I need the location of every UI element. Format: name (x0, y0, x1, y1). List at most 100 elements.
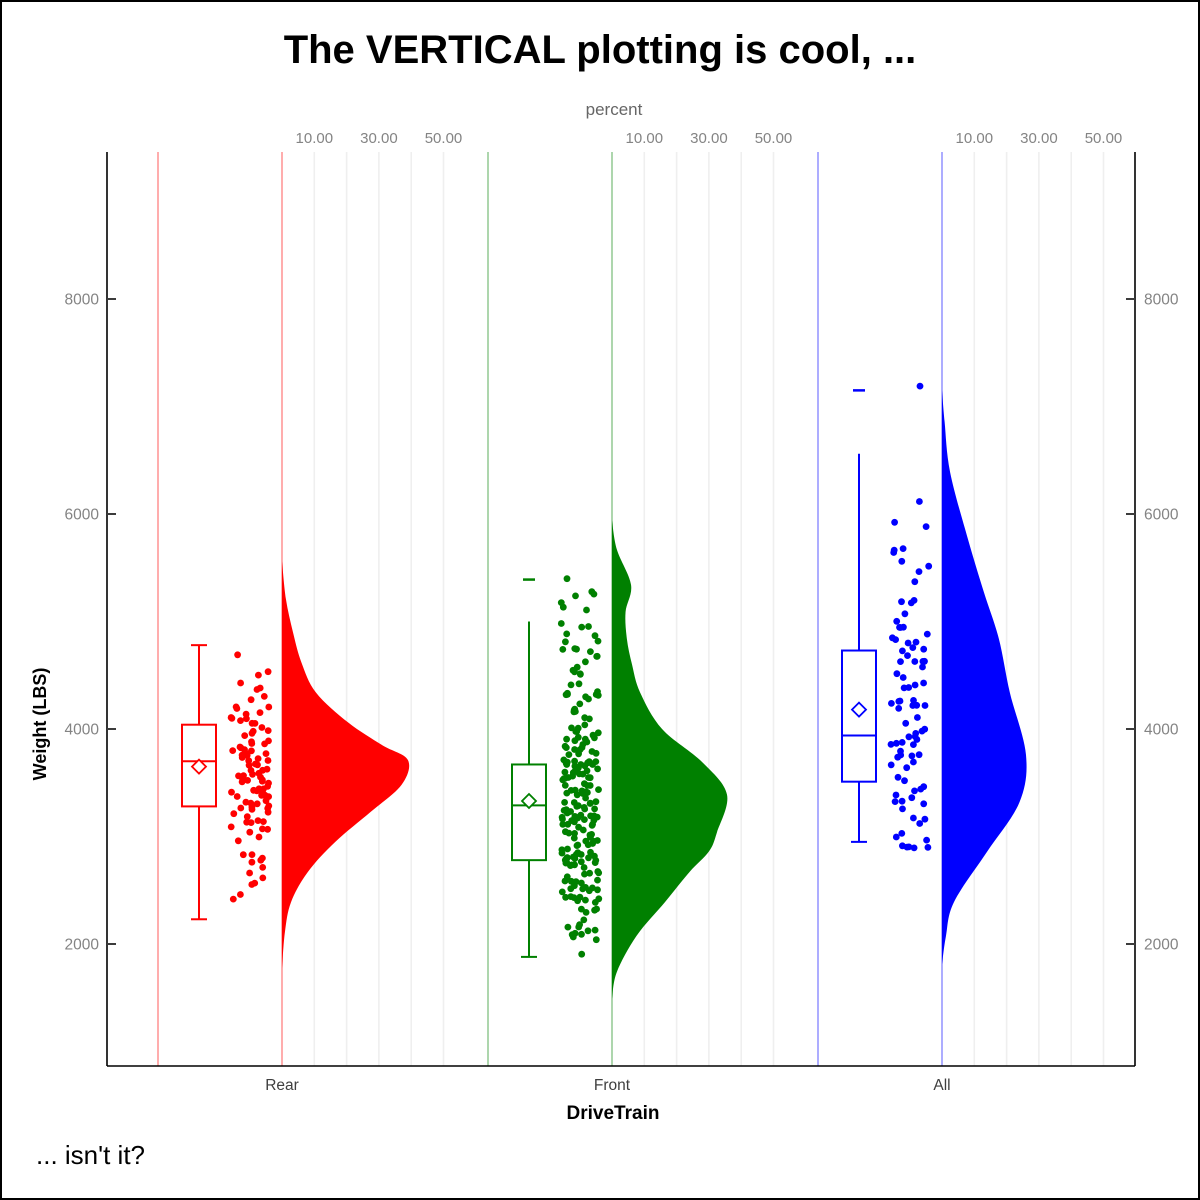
data-point (264, 668, 272, 676)
data-point (576, 700, 584, 708)
data-point (898, 739, 906, 746)
data-point (924, 844, 932, 851)
data-point (582, 837, 590, 845)
data-point (565, 751, 573, 758)
percent-tick-label: 30.00 (1020, 130, 1058, 147)
data-point (571, 746, 578, 753)
data-point (265, 793, 272, 800)
x-category-label-rear: Rear (265, 1077, 299, 1094)
data-point (237, 717, 244, 724)
percent-tick-label: 30.00 (690, 130, 728, 147)
x-category-label-front: Front (594, 1077, 631, 1094)
y-tick-label-right: 2000 (1144, 937, 1179, 954)
data-point (229, 747, 237, 754)
data-point (898, 797, 906, 805)
data-point (916, 820, 924, 827)
data-point (563, 873, 571, 881)
percent-tick-label: 10.00 (956, 130, 994, 147)
data-point (925, 562, 933, 570)
data-point (563, 735, 570, 743)
data-point (908, 752, 916, 760)
data-point (584, 927, 592, 935)
data-point (258, 724, 266, 731)
data-point (915, 751, 923, 759)
data-point (591, 805, 598, 813)
data-point (262, 750, 270, 757)
data-point (578, 950, 586, 958)
data-point (569, 933, 577, 941)
data-point (594, 729, 602, 737)
data-point (248, 851, 256, 858)
data-point (580, 804, 588, 811)
data-point (887, 761, 895, 769)
data-point (587, 848, 594, 856)
data-point (574, 814, 582, 822)
data-point (564, 820, 572, 828)
data-point (237, 679, 245, 687)
x-category-label-all: All (933, 1077, 950, 1094)
percent-tick-label: 10.00 (296, 130, 334, 147)
data-point (916, 382, 924, 390)
data-point (561, 799, 568, 806)
data-point (593, 652, 601, 660)
data-point (561, 768, 569, 776)
data-point (585, 854, 592, 862)
data-point (585, 695, 592, 703)
data-point (911, 787, 918, 795)
y-tick-label-left: 2000 (65, 937, 100, 954)
data-point (594, 765, 601, 773)
data-point (578, 930, 585, 938)
data-point (917, 785, 925, 793)
data-point (591, 899, 599, 906)
data-point (558, 888, 566, 896)
data-point (920, 679, 927, 687)
data-point (595, 786, 602, 793)
chart-footnote: ... isn't it? (36, 1140, 146, 1170)
data-point (582, 658, 589, 666)
data-point (893, 739, 900, 747)
data-point (261, 740, 268, 748)
data-point (578, 744, 586, 751)
data-point (561, 856, 569, 864)
data-point (923, 630, 931, 638)
data-point (588, 822, 596, 829)
data-point (577, 858, 585, 866)
data-point (594, 886, 601, 894)
mean-diamond (520, 792, 538, 810)
data-point (900, 623, 907, 631)
data-point (594, 876, 601, 884)
data-point (234, 837, 242, 845)
density-rear (282, 561, 410, 969)
data-point (248, 738, 255, 746)
data-point (583, 767, 591, 775)
data-point (228, 788, 235, 796)
data-point (592, 936, 600, 944)
percent-tick-label: 30.00 (360, 130, 398, 147)
data-point (563, 809, 571, 817)
data-point (895, 705, 903, 712)
data-point (246, 869, 254, 877)
data-point (587, 812, 594, 820)
data-point (905, 684, 913, 691)
data-point (902, 719, 910, 727)
data-point (575, 923, 583, 931)
data-point (909, 644, 917, 651)
data-point (562, 893, 569, 901)
data-point (588, 831, 595, 838)
data-point (561, 782, 569, 789)
data-point (910, 844, 918, 852)
data-point (563, 575, 571, 583)
data-point (592, 798, 600, 806)
data-point (912, 638, 920, 646)
data-point (264, 727, 272, 734)
data-point (558, 813, 566, 821)
data-point (903, 843, 911, 851)
percent-tick-label: 50.00 (1085, 130, 1123, 147)
data-point (898, 830, 906, 837)
data-point (923, 836, 930, 844)
data-point (888, 700, 895, 707)
box-front (511, 763, 547, 862)
data-point (588, 748, 596, 755)
data-point (248, 881, 256, 888)
